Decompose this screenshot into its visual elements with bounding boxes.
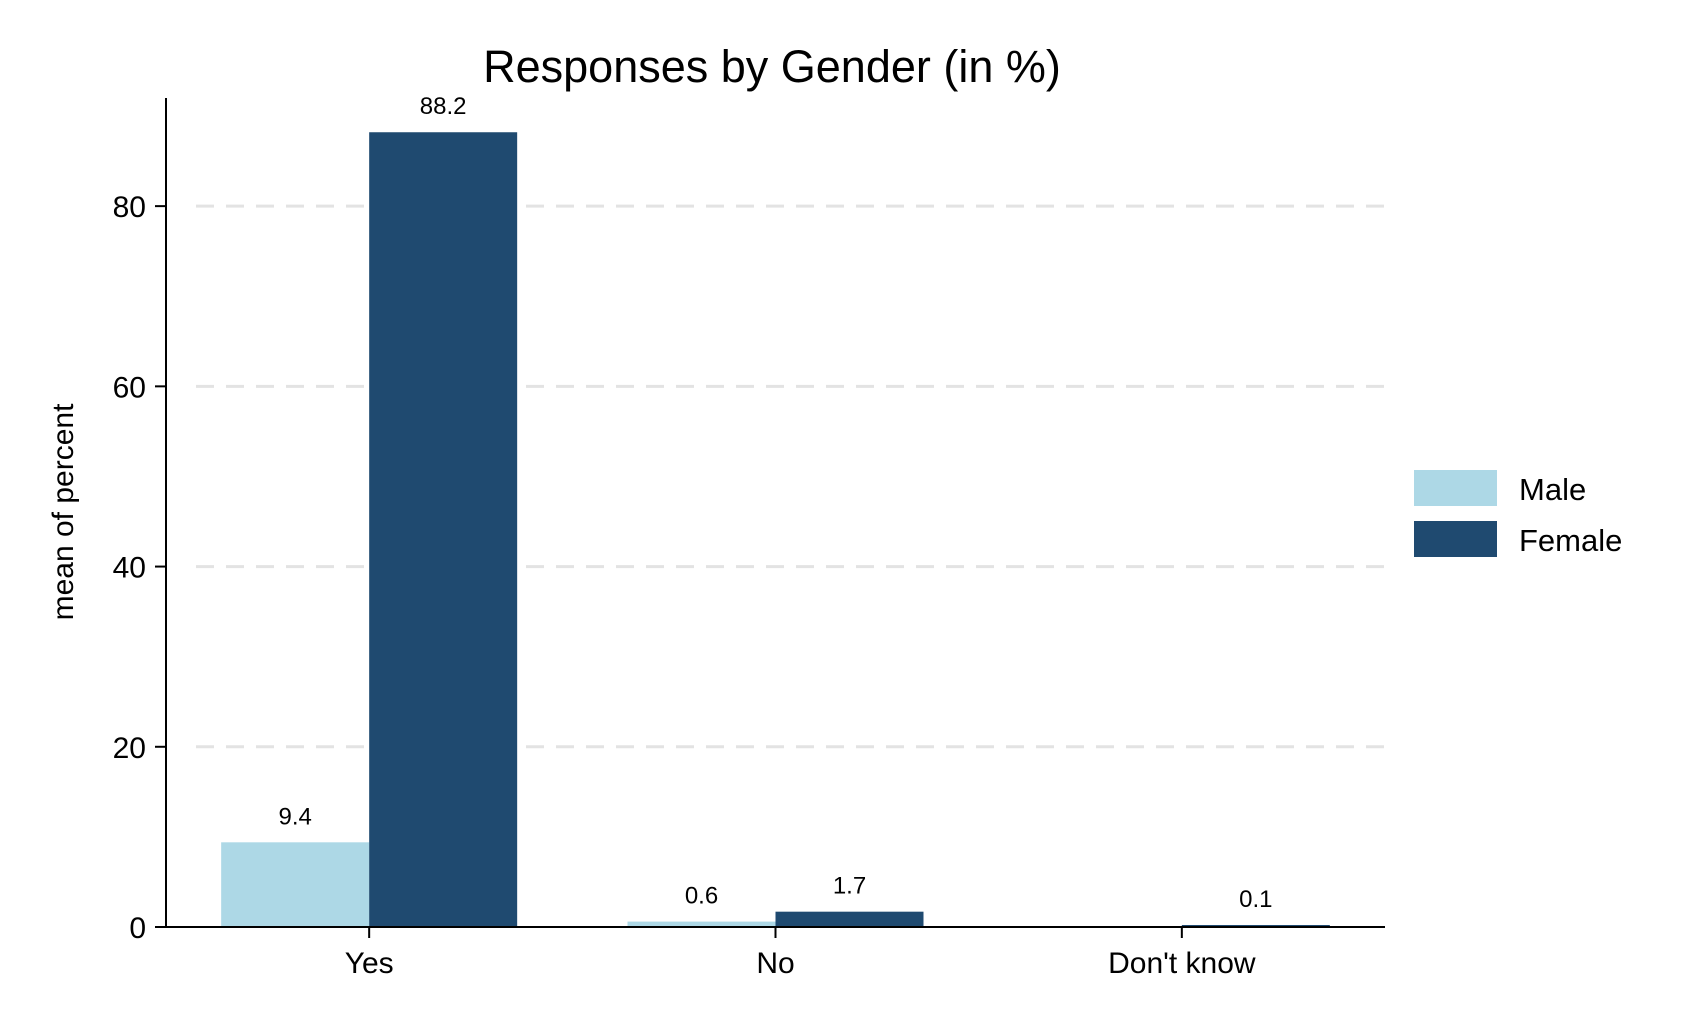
gridlines bbox=[196, 204, 1385, 749]
value-label: 0.6 bbox=[685, 883, 718, 910]
y-axis-label: mean of percent bbox=[47, 403, 80, 620]
x-tick-label: Yes bbox=[345, 947, 394, 980]
y-ticks: 0 20 40 60 80 bbox=[113, 191, 166, 945]
bar-female-0 bbox=[369, 132, 518, 927]
y-tick-label: 80 bbox=[113, 191, 146, 224]
chart-title: Responses by Gender (in %) bbox=[483, 41, 1061, 92]
legend-swatch-female bbox=[1414, 521, 1497, 557]
value-label: 0.1 bbox=[1239, 886, 1272, 913]
y-tick-label: 60 bbox=[113, 371, 146, 404]
bar-male-0 bbox=[221, 842, 370, 927]
x-tick-label: Don't know bbox=[1108, 947, 1256, 980]
bar-female-1 bbox=[775, 911, 924, 927]
value-label: 1.7 bbox=[833, 873, 866, 900]
legend-swatch-male bbox=[1414, 470, 1497, 506]
legend-label-female: Female bbox=[1519, 523, 1622, 558]
value-label: 9.4 bbox=[278, 803, 311, 830]
bar-male-1 bbox=[627, 921, 776, 927]
x-ticks: Yes No Don't know bbox=[345, 927, 1256, 980]
legend: Male Female bbox=[1414, 470, 1622, 558]
legend-label-male: Male bbox=[1519, 472, 1586, 507]
y-tick-label: 20 bbox=[113, 732, 146, 765]
x-tick-label: No bbox=[756, 947, 794, 980]
value-labels: 9.4 88.2 0.6 1.7 0.1 bbox=[278, 93, 1272, 913]
value-label: 88.2 bbox=[420, 93, 467, 120]
y-tick-label: 0 bbox=[129, 912, 146, 945]
bars bbox=[221, 132, 1330, 927]
y-tick-label: 40 bbox=[113, 552, 146, 585]
